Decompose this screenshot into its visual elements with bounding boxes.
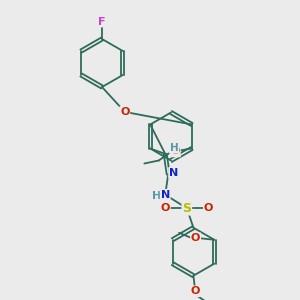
Text: O: O [120,107,130,117]
Text: O: O [204,203,213,213]
Text: N: N [169,168,178,178]
Text: O: O [191,233,200,243]
Text: N: N [160,190,170,200]
Text: S: S [182,202,191,215]
Text: O: O [171,146,180,157]
Text: F: F [98,16,106,27]
Text: H: H [170,143,178,153]
Text: H: H [152,191,161,201]
Text: O: O [160,203,170,213]
Text: O: O [190,286,200,296]
